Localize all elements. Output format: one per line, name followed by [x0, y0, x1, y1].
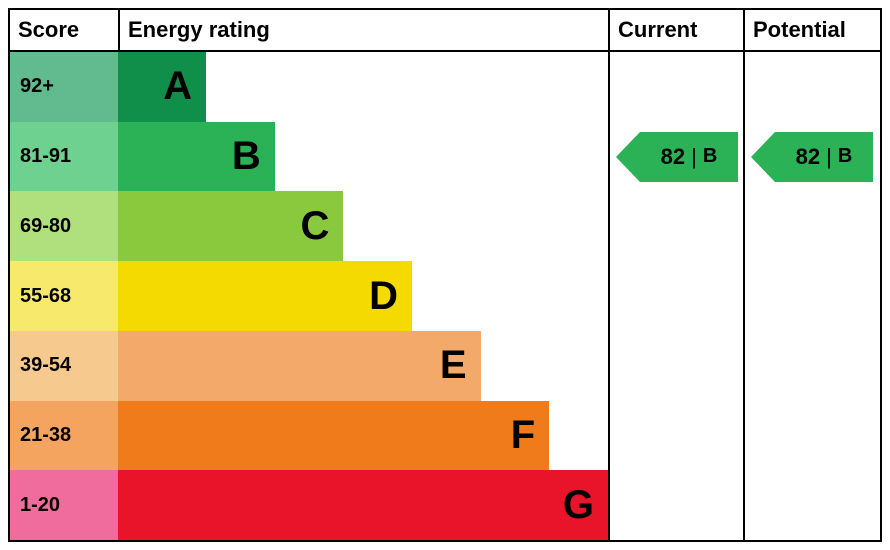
header-current: Current [608, 10, 743, 50]
current-grade: B [703, 145, 717, 168]
current-pointer: 82 | B [616, 132, 738, 182]
band-row-b: 81-91 B [10, 122, 608, 192]
header-row: Score Energy rating Current Potential [10, 10, 880, 52]
pointer-body: 82 | B [640, 132, 738, 182]
bar-wrap: D [118, 261, 608, 331]
rating-bar-a: A [118, 52, 206, 122]
energy-rating-chart: Score Energy rating Current Potential 92… [8, 8, 882, 542]
score-cell: 21-38 [10, 401, 118, 471]
band-row-e: 39-54 E [10, 331, 608, 401]
rating-bar-d: D [118, 261, 412, 331]
score-cell: 39-54 [10, 331, 118, 401]
separator: | [826, 144, 832, 170]
band-row-g: 1-20 G [10, 470, 608, 540]
band-row-c: 69-80 C [10, 191, 608, 261]
header-rating: Energy rating [118, 10, 608, 50]
bar-wrap: E [118, 331, 608, 401]
bar-wrap: B [118, 122, 608, 192]
rating-bar-c: C [118, 191, 343, 261]
separator: | [691, 144, 697, 170]
bar-wrap: F [118, 401, 608, 471]
pointer-arrow-icon [616, 132, 640, 182]
bar-wrap: A [118, 52, 608, 122]
pointer-arrow-icon [751, 132, 775, 182]
rating-bar-b: B [118, 122, 275, 192]
body-area: 92+ A 81-91 B 69-80 C 55-68 [10, 52, 880, 540]
potential-value: 82 [796, 144, 820, 170]
bar-wrap: C [118, 191, 608, 261]
bar-wrap: G [118, 470, 608, 540]
rating-bar-g: G [118, 470, 608, 540]
potential-column: 82 | B [743, 52, 878, 540]
band-row-a: 92+ A [10, 52, 608, 122]
band-row-f: 21-38 F [10, 401, 608, 471]
score-cell: 1-20 [10, 470, 118, 540]
potential-pointer: 82 | B [751, 132, 873, 182]
current-column: 82 | B [608, 52, 743, 540]
score-cell: 92+ [10, 52, 118, 122]
band-row-d: 55-68 D [10, 261, 608, 331]
potential-grade: B [838, 145, 852, 168]
rating-bar-f: F [118, 401, 549, 471]
header-score: Score [10, 10, 118, 50]
score-cell: 81-91 [10, 122, 118, 192]
header-potential: Potential [743, 10, 878, 50]
current-value: 82 [661, 144, 685, 170]
pointer-body: 82 | B [775, 132, 873, 182]
score-cell: 55-68 [10, 261, 118, 331]
score-cell: 69-80 [10, 191, 118, 261]
bands-area: 92+ A 81-91 B 69-80 C 55-68 [10, 52, 608, 540]
rating-bar-e: E [118, 331, 481, 401]
